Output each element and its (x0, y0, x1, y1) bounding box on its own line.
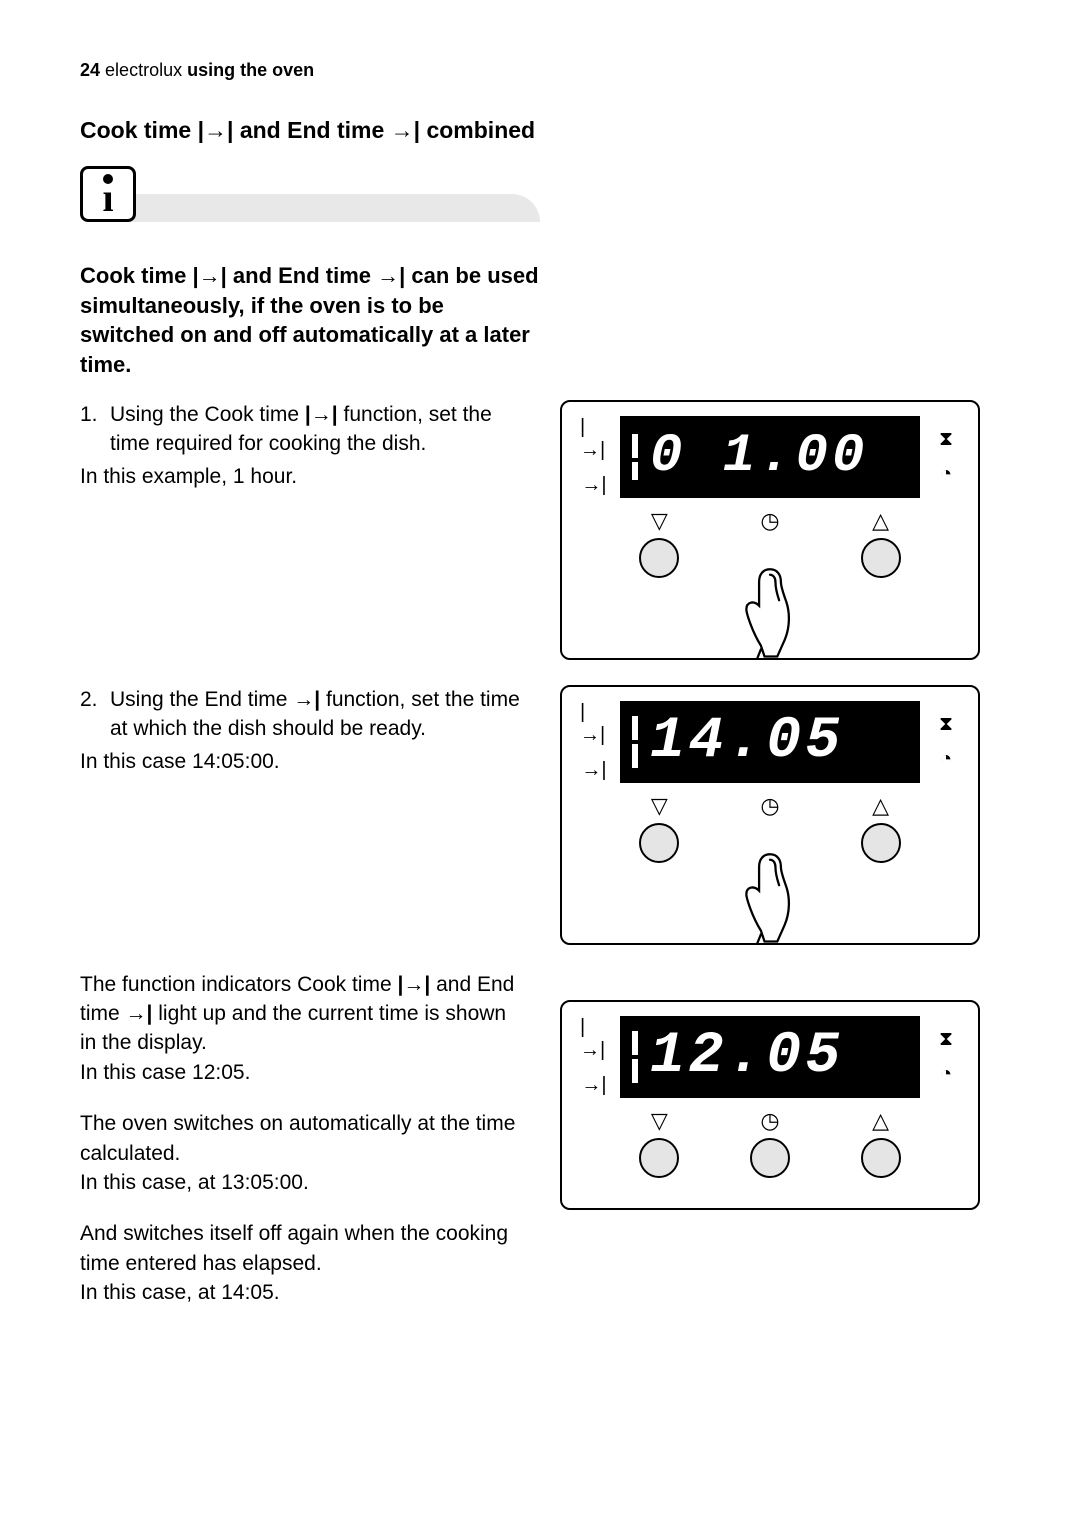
up-button[interactable] (861, 538, 901, 578)
clock-icon: ◷ (760, 508, 779, 534)
oven-display-1: |→| →| 0 1.00 ⧗ ◔ ▽ ◷ △ (560, 400, 980, 660)
step-1-text: 1. Using the Cook time |→| function, set… (80, 400, 520, 492)
step-1-number: 1. (80, 400, 110, 459)
down-icon: ▽ (651, 508, 668, 534)
info-icon: ı (80, 166, 136, 222)
cook-time-icon: |→| (192, 261, 226, 291)
up-icon: △ (872, 1108, 889, 1134)
clock-icon: ◔ (940, 748, 952, 771)
clock-button[interactable] (750, 1138, 790, 1178)
end-time-icon: →| (581, 759, 606, 782)
lcd-value: 14.05 (650, 713, 844, 771)
page-header: 24 electrolux using the oven (80, 60, 1000, 81)
title-text-b: and End time (233, 117, 390, 143)
clock-icon: ◔ (940, 463, 952, 486)
clock-icon: ◷ (760, 793, 779, 819)
up-button[interactable] (861, 1138, 901, 1178)
right-indicators: ⧗ ◔ (932, 428, 960, 486)
hourglass-icon: ⧗ (939, 713, 953, 736)
end-time-icon: →| (581, 1074, 606, 1097)
section-title: using the oven (187, 60, 314, 80)
lcd-value: 0 1.00 (650, 430, 868, 484)
down-button[interactable] (639, 823, 679, 863)
end-time-icon: →| (126, 999, 153, 1028)
left-indicators: |→| →| (580, 416, 608, 497)
cook-time-icon: |→| (580, 701, 608, 747)
up-button[interactable] (861, 823, 901, 863)
title-text-c: combined (420, 117, 535, 143)
end-time-icon: →| (293, 685, 320, 714)
lcd-screen: 0 1.00 (620, 416, 920, 498)
hand-pointer-icon (730, 562, 810, 662)
end-time-icon: →| (391, 116, 420, 146)
oven-display-2: |→| →| 14.05 ⧗ ◔ ▽ ◷ △ (560, 685, 980, 945)
step-2-note: In this case 14:05:00. (80, 747, 520, 776)
title-text-a: Cook time (80, 117, 198, 143)
end-time-icon: →| (377, 261, 405, 291)
page-number: 24 (80, 60, 100, 80)
clock-icon: ◔ (940, 1063, 952, 1086)
info-callout: ı (80, 166, 1000, 236)
brand-name: electrolux (105, 60, 182, 80)
cook-time-icon: |→| (580, 1016, 608, 1062)
end-time-icon: →| (581, 474, 606, 497)
hourglass-icon: ⧗ (939, 1028, 953, 1051)
intro-paragraph: Cook time |→| and End time →| can be use… (80, 261, 540, 380)
lcd-screen: 14.05 (620, 701, 920, 783)
down-icon: ▽ (651, 793, 668, 819)
oven-display-3: |→| →| 12.05 ⧗ ◔ ▽ ◷ △ (560, 1000, 980, 1210)
cook-time-icon: |→| (198, 116, 234, 146)
cook-time-icon: |→| (580, 416, 608, 462)
cook-time-icon: |→| (305, 400, 338, 429)
down-button[interactable] (639, 538, 679, 578)
step-2-text: 2. Using the End time →| function, set t… (80, 685, 520, 777)
step-2-number: 2. (80, 685, 110, 744)
lcd-value: 12.05 (650, 1028, 844, 1086)
hand-pointer-icon (730, 847, 810, 947)
clock-icon: ◷ (760, 1108, 779, 1134)
cook-time-icon: |→| (397, 970, 430, 999)
result-text: The function indicators Cook time |→| an… (80, 970, 520, 1330)
up-icon: △ (872, 508, 889, 534)
main-title: Cook time |→| and End time →| combined (80, 116, 540, 146)
down-button[interactable] (639, 1138, 679, 1178)
up-icon: △ (872, 793, 889, 819)
down-icon: ▽ (651, 1108, 668, 1134)
lcd-screen: 12.05 (620, 1016, 920, 1098)
step-1-note: In this example, 1 hour. (80, 462, 520, 491)
hourglass-icon: ⧗ (939, 428, 953, 451)
